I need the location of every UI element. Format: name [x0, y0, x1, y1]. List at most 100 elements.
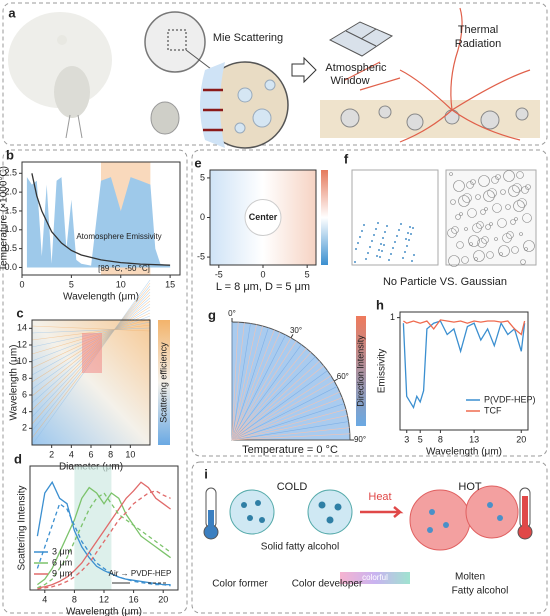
- x-tick-label: 10: [116, 279, 126, 289]
- scatter-dot: [376, 255, 378, 257]
- panel-label: a: [8, 5, 16, 20]
- streak: [31, 324, 151, 341]
- y-tick-label: 0.5: [4, 243, 17, 253]
- ray: [231, 380, 335, 441]
- particle: [475, 194, 481, 200]
- scatter-dot: [357, 242, 359, 244]
- panel-frame: [191, 149, 548, 457]
- ray: [231, 427, 350, 441]
- panel-frame: [191, 461, 548, 614]
- particle: [484, 207, 488, 211]
- line: [403, 319, 526, 336]
- plot-frame: [399, 311, 529, 431]
- x-tick-label: 8: [72, 594, 77, 604]
- x-tick-label: 16: [129, 594, 139, 604]
- particle: [491, 176, 499, 184]
- particle: [455, 214, 461, 220]
- scatter-dot: [361, 230, 363, 232]
- angle-label: 90°: [354, 435, 366, 444]
- y-axis-label: Scattering Intensity: [17, 485, 28, 570]
- scatter-dot: [377, 222, 379, 224]
- scatter-dot: [380, 243, 382, 245]
- line: [37, 492, 171, 589]
- x-tick-label: 4: [42, 594, 47, 604]
- particle: [476, 221, 484, 229]
- ray: [231, 329, 275, 441]
- x-tick-label: 0: [19, 279, 24, 289]
- y-tick-label: 10: [17, 356, 27, 366]
- annotation: [89 °C, -50 °C]: [98, 264, 150, 273]
- scatter-dot: [367, 252, 369, 254]
- ray: [231, 332, 281, 441]
- angle-label: 0°: [228, 309, 236, 318]
- annotation: Window: [330, 75, 369, 87]
- scatter-dot: [405, 238, 407, 240]
- line: [31, 173, 171, 266]
- annotation: Fatty alcohol: [452, 586, 509, 597]
- legend-label: P(VDF-HEP): [484, 394, 536, 404]
- particle: [522, 213, 532, 223]
- y-tick-label: 1: [390, 312, 395, 322]
- x-tick-label: 8: [108, 449, 113, 459]
- angle-tick: [333, 378, 338, 382]
- scatter-dot: [394, 241, 396, 243]
- caption: No Particle VS. Gaussian: [383, 276, 507, 288]
- colorbar: [158, 320, 170, 445]
- streak: [31, 325, 151, 332]
- angle-tick: [290, 334, 294, 339]
- particle: [510, 219, 516, 225]
- particle: [462, 193, 472, 203]
- scatter-dot: [411, 260, 413, 262]
- scatter-dot: [392, 247, 394, 249]
- ray: [231, 421, 349, 441]
- panel-label: f: [344, 151, 349, 166]
- scatter-dot: [371, 240, 373, 242]
- particle: [506, 231, 514, 239]
- particle: [511, 246, 519, 254]
- particle: [467, 208, 477, 218]
- particle: [468, 235, 480, 247]
- particle: [494, 237, 498, 241]
- legend-label: 6 μm: [52, 557, 72, 567]
- ray: [231, 433, 350, 441]
- particle: [512, 183, 522, 193]
- particle: [466, 181, 474, 189]
- colorbar-label: Direction Intensity: [355, 335, 365, 407]
- line: [37, 481, 171, 589]
- y-tick-label: -5: [197, 251, 205, 261]
- ray: [231, 391, 340, 441]
- particle: [489, 222, 493, 226]
- ray: [231, 322, 239, 441]
- particle: [449, 172, 453, 176]
- y-axis-label: Wavelength (μm): [9, 345, 20, 421]
- y-axis-label: Emissivity: [377, 349, 388, 393]
- panel-label: i: [204, 466, 208, 481]
- scatter-dot: [408, 239, 410, 241]
- annotation: Heat: [368, 491, 391, 503]
- x-tick-label: 8: [438, 434, 443, 444]
- x-axis-label: Wavelength (μm): [426, 447, 502, 458]
- particle: [458, 195, 470, 207]
- y-tick-label: 14: [17, 323, 27, 333]
- x-tick-label: -5: [215, 269, 223, 279]
- y-tick-label: 12: [17, 339, 27, 349]
- caption: Temperature = 0 °C: [242, 444, 338, 456]
- colorbar: [321, 170, 328, 265]
- angle-label: 60°: [337, 372, 349, 381]
- scatter-dot: [410, 233, 412, 235]
- particle: [519, 232, 523, 236]
- particle: [244, 199, 282, 236]
- y-tick-label: 5: [200, 172, 205, 182]
- ray: [231, 322, 245, 441]
- y-tick-label: 2.0: [4, 187, 17, 197]
- panel-frame: [2, 149, 188, 614]
- panel-label: g: [208, 307, 216, 322]
- y-tick-label: 2: [22, 423, 27, 433]
- annotation: Radiation: [455, 38, 501, 50]
- panel-label: d: [14, 451, 22, 466]
- particle: [516, 171, 524, 179]
- annotation: Mie Scattering: [213, 32, 283, 44]
- scatter-dot: [390, 253, 392, 255]
- annotation: Thermal: [458, 24, 498, 36]
